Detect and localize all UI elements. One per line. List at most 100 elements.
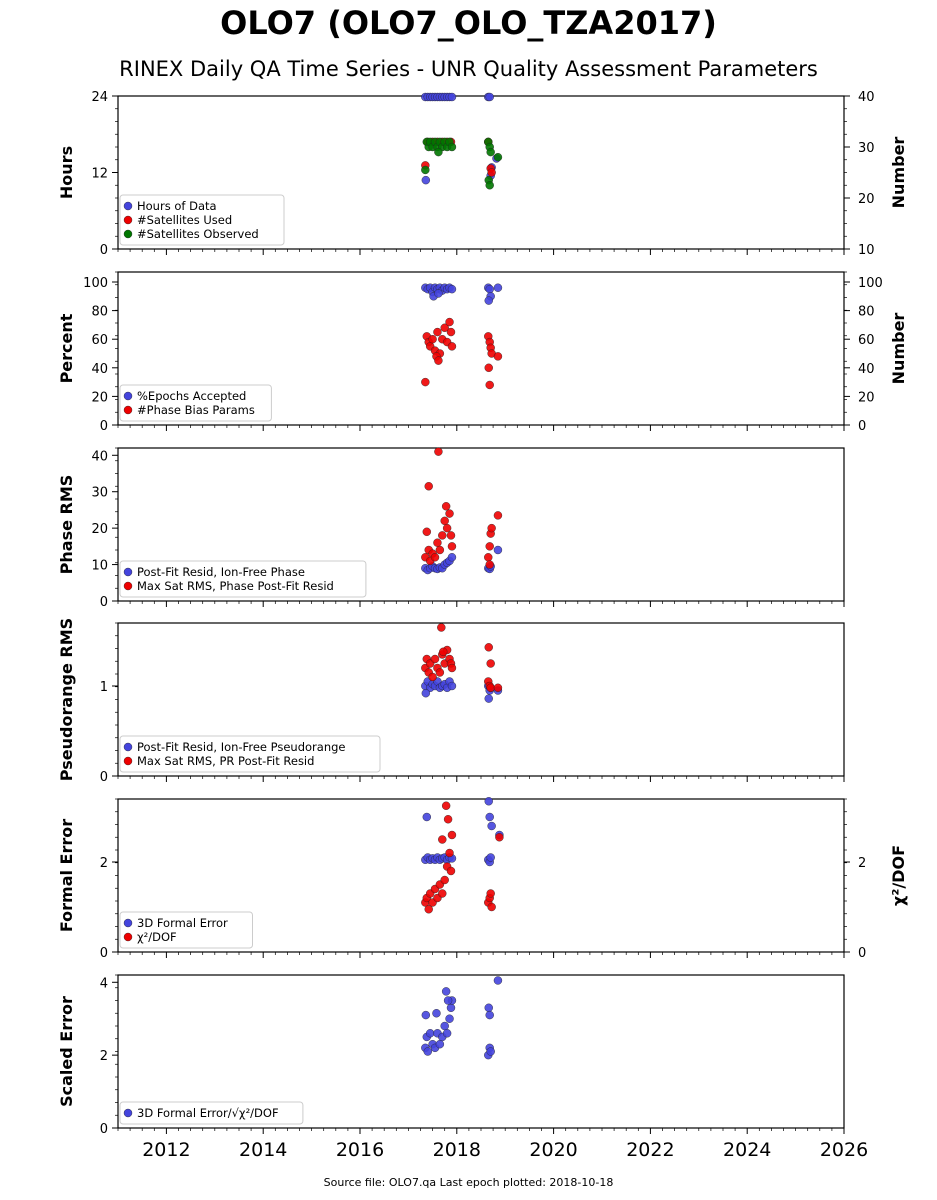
- data-point-red: [486, 659, 495, 668]
- data-point-red: [422, 527, 431, 536]
- data-point-blue: [443, 996, 453, 1005]
- data-point-red: [440, 516, 449, 526]
- data-point-red: [434, 356, 443, 365]
- data-point-red: [493, 511, 503, 520]
- y-tick-label: 2: [100, 1049, 108, 1064]
- data-point-red: [424, 482, 433, 491]
- data-point-blue: [484, 1003, 493, 1012]
- y2-tick-label: 20: [858, 192, 875, 207]
- panel-4: 0 1 Pseudorange RMS Post-Fit Resid, Ion-Fre…: [57, 618, 845, 785]
- data-point-blue: [442, 1029, 452, 1038]
- data-point-red: [446, 327, 456, 337]
- data-point-red: [433, 538, 442, 547]
- data-point-red: [446, 531, 456, 540]
- data-point-blue: [493, 545, 503, 555]
- data-point-red: [447, 663, 457, 673]
- data-point-red: [485, 560, 494, 569]
- data-point-red: [443, 815, 453, 824]
- source-note: Source file: OLO7.qa Last epoch plotted:…: [323, 1176, 614, 1189]
- y2-tick-label: 10: [858, 243, 875, 258]
- data-point-red: [435, 545, 445, 555]
- data-point-blue: [425, 1029, 435, 1038]
- chart-title: OLO7 (OLO7_OLO_TZA2017): [220, 4, 717, 42]
- legend-marker: [123, 918, 133, 928]
- y-tick-label: 20: [91, 522, 108, 537]
- data-point-green: [421, 165, 430, 175]
- legend-marker: [123, 581, 133, 591]
- data-point-red: [486, 683, 495, 692]
- data-point-blue: [435, 1040, 445, 1049]
- data-point-blue: [493, 976, 503, 985]
- data-point-red: [428, 672, 437, 682]
- data-point-red: [430, 654, 440, 664]
- legend-marker: [123, 567, 133, 577]
- y-tick-label: 4: [100, 976, 108, 991]
- legend: 3D Formal Error/√χ²/DOF: [119, 1101, 304, 1125]
- x-tick-label: 2026: [820, 1139, 868, 1161]
- data-point-red: [487, 168, 496, 177]
- data-point-green: [486, 147, 495, 157]
- data-point-red: [485, 380, 494, 390]
- data-point-red: [484, 643, 493, 652]
- data-point-red: [484, 553, 493, 562]
- y2-axis-label: χ²/DOF: [889, 845, 908, 906]
- y-tick-label: 30: [91, 486, 108, 501]
- data-point-blue: [484, 694, 493, 703]
- legend-marker: [123, 1108, 133, 1118]
- data-point-red: [424, 905, 433, 914]
- legend-marker: [123, 756, 133, 766]
- y-tick-label: 2: [100, 856, 108, 871]
- data-point-red: [441, 502, 451, 511]
- y-axis-label: Pseudorange RMS: [57, 618, 76, 781]
- y2-tick-label: 0: [858, 946, 866, 961]
- data-point-red: [486, 889, 495, 898]
- x-tick-label: 2012: [142, 1139, 190, 1161]
- y-axis-label: Hours: [57, 146, 76, 199]
- data-point-blue: [487, 821, 496, 831]
- data-point-blue: [421, 689, 431, 698]
- legend-label: Max Sat RMS, PR Post-Fit Resid: [137, 754, 314, 768]
- data-point-blue: [486, 1047, 495, 1056]
- data-point-green: [434, 147, 443, 157]
- data-point-red: [447, 542, 457, 551]
- data-point-blue: [423, 1047, 432, 1056]
- data-point-blue: [485, 812, 494, 822]
- x-tick-label: 2020: [529, 1139, 577, 1161]
- data-point-blue: [440, 1021, 449, 1031]
- y2-tick-label: 2: [858, 856, 866, 871]
- legend-label: 3D Formal Error/√χ²/DOF: [137, 1106, 279, 1120]
- legend: %Epochs Accepted#Phase Bias Params: [119, 384, 272, 422]
- data-point-green: [493, 152, 503, 162]
- y2-tick-label: 40: [858, 90, 875, 105]
- y-axis-label: Scaled Error: [57, 996, 76, 1107]
- data-point-blue: [447, 553, 457, 562]
- legend-label: Post-Fit Resid, Ion-Free Pseudorange: [137, 740, 345, 754]
- data-point-red: [484, 363, 493, 373]
- data-point-blue: [432, 1009, 441, 1018]
- x-tick-label: 2022: [626, 1139, 674, 1161]
- data-point-red: [421, 377, 430, 387]
- x-tick-label: 2016: [336, 1139, 384, 1161]
- legend-box: [119, 384, 272, 422]
- data-point-red: [487, 902, 496, 912]
- data-point-red: [433, 327, 442, 337]
- y-tick-label: 40: [91, 449, 108, 464]
- data-point-blue: [493, 283, 503, 292]
- legend-label: #Satellites Used: [137, 213, 232, 227]
- y-tick-label: 0: [100, 946, 108, 961]
- y-tick-label: 12: [91, 167, 108, 182]
- data-point-blue: [447, 681, 457, 691]
- data-point-red: [493, 683, 503, 692]
- y-tick-label: 0: [100, 770, 108, 785]
- y-tick-label: 24: [91, 90, 108, 105]
- legend-box: [119, 194, 285, 246]
- data-point-red: [445, 848, 454, 858]
- legend-box: [119, 911, 253, 949]
- data-point-red: [435, 668, 445, 677]
- data-point-blue: [484, 797, 493, 806]
- y-axis-label: Phase RMS: [57, 475, 76, 575]
- y-tick-label: 0: [100, 243, 108, 258]
- data-point-red: [495, 833, 504, 842]
